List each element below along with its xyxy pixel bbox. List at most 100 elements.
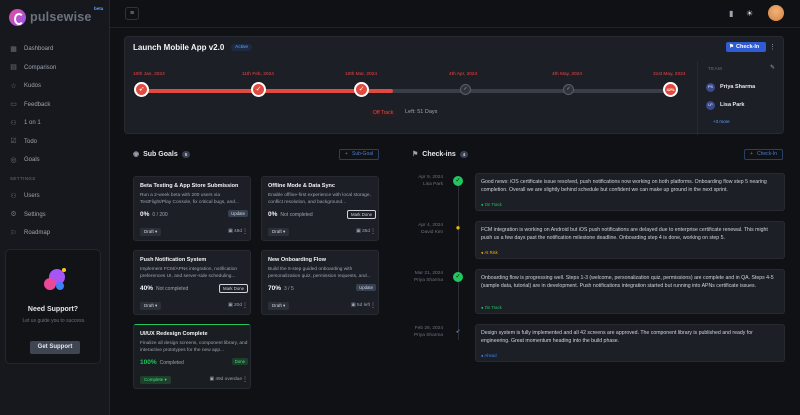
timeline-milestone[interactable]: ✓ [563, 84, 574, 95]
more-members-link[interactable]: +3 more [713, 119, 730, 124]
checkin-author: David Kim [421, 229, 443, 235]
sidebar-item-kudos[interactable]: ☆ Kudos [0, 77, 110, 96]
due-label: 35d [361, 229, 370, 234]
subgoal-footer: Draft ▾ ▣ 20d ⋮ [140, 302, 248, 310]
more-options-icon[interactable]: ⋮ [242, 229, 248, 235]
tag-label: On Track [484, 202, 502, 207]
check-icon: ✓ [463, 86, 468, 92]
support-subtitle: Let us guide you to success. [22, 318, 86, 324]
settings-nav: ⚇ Users ⚙ Settings ⚐ Roadmap [0, 187, 110, 243]
subgoal-card[interactable]: Beta Testing & App Store Submission Run a… [133, 176, 251, 241]
subgoal-progress-row: 70% 3 / 5 Update [268, 284, 376, 292]
sidebar-item-label: Goals [24, 157, 40, 164]
check-in-button[interactable]: Check-In [726, 42, 766, 52]
timeline-start-node[interactable]: ➶ [134, 82, 149, 97]
team-label: TEAM [708, 66, 723, 71]
member-name: Priya Sharma [720, 84, 756, 90]
subgoal-status-select[interactable]: Draft ▾ [268, 302, 290, 310]
gear-icon: ⚙ [10, 211, 17, 219]
timeline-end-node[interactable]: 42% [663, 82, 678, 97]
more-options-icon[interactable]: ⋮ [769, 44, 776, 51]
sidebar-item-users[interactable]: ⚇ Users [0, 187, 110, 206]
subgoal-percent: 100% [140, 359, 157, 366]
subgoal-due: ▣ 48d [228, 229, 242, 234]
timeline-track [142, 89, 677, 93]
subgoal-card[interactable]: Push Notification System Implement FCM/AP… [133, 250, 251, 315]
checkin-card[interactable]: Design system is fully implemented and a… [475, 324, 785, 362]
get-support-button[interactable]: Get Support [30, 341, 80, 354]
subgoal-title: New Onboarding Flow [268, 257, 327, 263]
checkin-card[interactable]: FCM integration is working on Android bu… [475, 221, 785, 259]
subgoal-action-button[interactable]: Done [231, 358, 248, 365]
users-icon: ⚇ [10, 192, 17, 200]
sidebar-item-goals[interactable]: ◎ Goals [0, 151, 110, 170]
sidebar-item-roadmap[interactable]: ⚐ Roadmap [0, 224, 110, 243]
subgoal-status-select[interactable]: Draft ▾ [140, 302, 162, 310]
sidebar-item-comparison[interactable]: ▤ Comparison [0, 59, 110, 78]
calendar-icon: ▣ [356, 229, 361, 234]
subgoal-card[interactable]: New Onboarding Flow Build the 5-step guid… [261, 250, 379, 315]
timeline-milestone[interactable]: ✓ [354, 82, 369, 97]
status-dot-icon: ● [481, 353, 484, 358]
menu-toggle-button[interactable]: ≡ [125, 7, 139, 20]
sidebar-item-1on1[interactable]: ⚇ 1 on 1 [0, 114, 110, 133]
subgoal-due: ▣ 35d [356, 229, 370, 234]
checkin-meta: Mar 21, 2024 Priya Sharma [396, 271, 443, 284]
subgoal-action-button[interactable]: Mark Done [346, 210, 376, 219]
subgoal-status-select[interactable]: Draft ▾ [140, 228, 162, 236]
more-options-icon[interactable]: ⋮ [370, 229, 376, 235]
check-icon: ✓ [358, 86, 365, 93]
check-circle-icon: ✓ [453, 176, 463, 186]
sidebar-item-label: Users [24, 193, 40, 200]
add-subgoal-button[interactable]: Sub-Goal [339, 149, 380, 160]
check-circle-icon: ✓ [453, 272, 463, 282]
add-checkin-button[interactable]: Check-In [744, 149, 784, 160]
subgoal-status-select[interactable]: Complete ▾ [140, 376, 171, 384]
notification-icon[interactable]: ▮ [729, 9, 734, 18]
edit-icon[interactable]: ✎ [770, 65, 776, 71]
timeline-milestone[interactable]: ✓ [251, 82, 266, 97]
sidebar-item-dashboard[interactable]: ▦ Dashboard [0, 40, 110, 59]
subgoal-action-button[interactable]: Update [228, 210, 248, 217]
more-options-icon[interactable]: ⋮ [242, 377, 248, 383]
subgoal-status-select[interactable]: Draft ▾ [268, 228, 290, 236]
more-options-icon[interactable]: ⋮ [370, 303, 376, 309]
user-avatar[interactable] [768, 5, 784, 21]
project-title: Launch Mobile App v2.0 [133, 43, 225, 52]
subgoal-progress: Completed [159, 359, 184, 366]
sidebar-item-todo[interactable]: ☑ Todo [0, 133, 110, 152]
status-dot-icon: ● [481, 250, 484, 255]
checkin-text: Onboarding flow is progressing well. Ste… [481, 275, 774, 289]
app-logo[interactable]: pulsewise [9, 8, 92, 26]
timeline-date: 11th Feb, 2024 [242, 72, 274, 77]
checkin-status-tag: ● Ahead [481, 353, 497, 358]
sidebar-item-label: Settings [24, 211, 46, 218]
timeline-milestone[interactable]: ✓ [460, 84, 471, 95]
due-label: 49d overdue [215, 377, 242, 382]
subgoal-action-button[interactable]: Update [356, 284, 376, 291]
team-member[interactable]: PS Priya Sharma [706, 82, 755, 92]
member-name: Lisa Park [720, 102, 745, 108]
checkin-card[interactable]: Good news: iOS certificate issue resolve… [475, 173, 785, 211]
subgoal-card[interactable]: UI/UX Redesign Complete Finalize all desi… [133, 324, 251, 389]
checkin-text: Design system is fully implemented and a… [481, 330, 753, 344]
team-member[interactable]: LP Lisa Park [706, 100, 744, 110]
subgoal-percent: 0% [140, 211, 150, 218]
sidebar-item-settings[interactable]: ⚙ Settings [0, 206, 110, 225]
support-card: Need Support? Let us guide you to succes… [5, 249, 101, 364]
subgoal-progress: 0 / 200 [152, 211, 168, 218]
subgoal-progress: 3 / 5 [284, 285, 294, 292]
sun-icon[interactable]: ☀ [746, 9, 754, 18]
status-label: Draft [144, 303, 154, 308]
sidebar-item-feedback[interactable]: ▭ Feedback [0, 96, 110, 115]
subgoal-card[interactable]: Offline Mode & Data Sync Enable offline-f… [261, 176, 379, 241]
checkin-card[interactable]: Onboarding flow is progressing well. Ste… [475, 269, 785, 314]
subgoal-footer: Draft ▾ ▣ 48d ⋮ [140, 228, 248, 236]
timeline-date: 31st May, 2024 [653, 72, 686, 77]
timeline-date: 10th Jan, 2024 [133, 72, 165, 77]
checkin-author: Priya Sharma [413, 332, 443, 338]
subgoal-action-button[interactable]: Mark Done [218, 284, 248, 293]
more-options-icon[interactable]: ⋮ [242, 303, 248, 309]
avatar: LP [706, 100, 715, 110]
message-icon: ▭ [10, 101, 17, 109]
